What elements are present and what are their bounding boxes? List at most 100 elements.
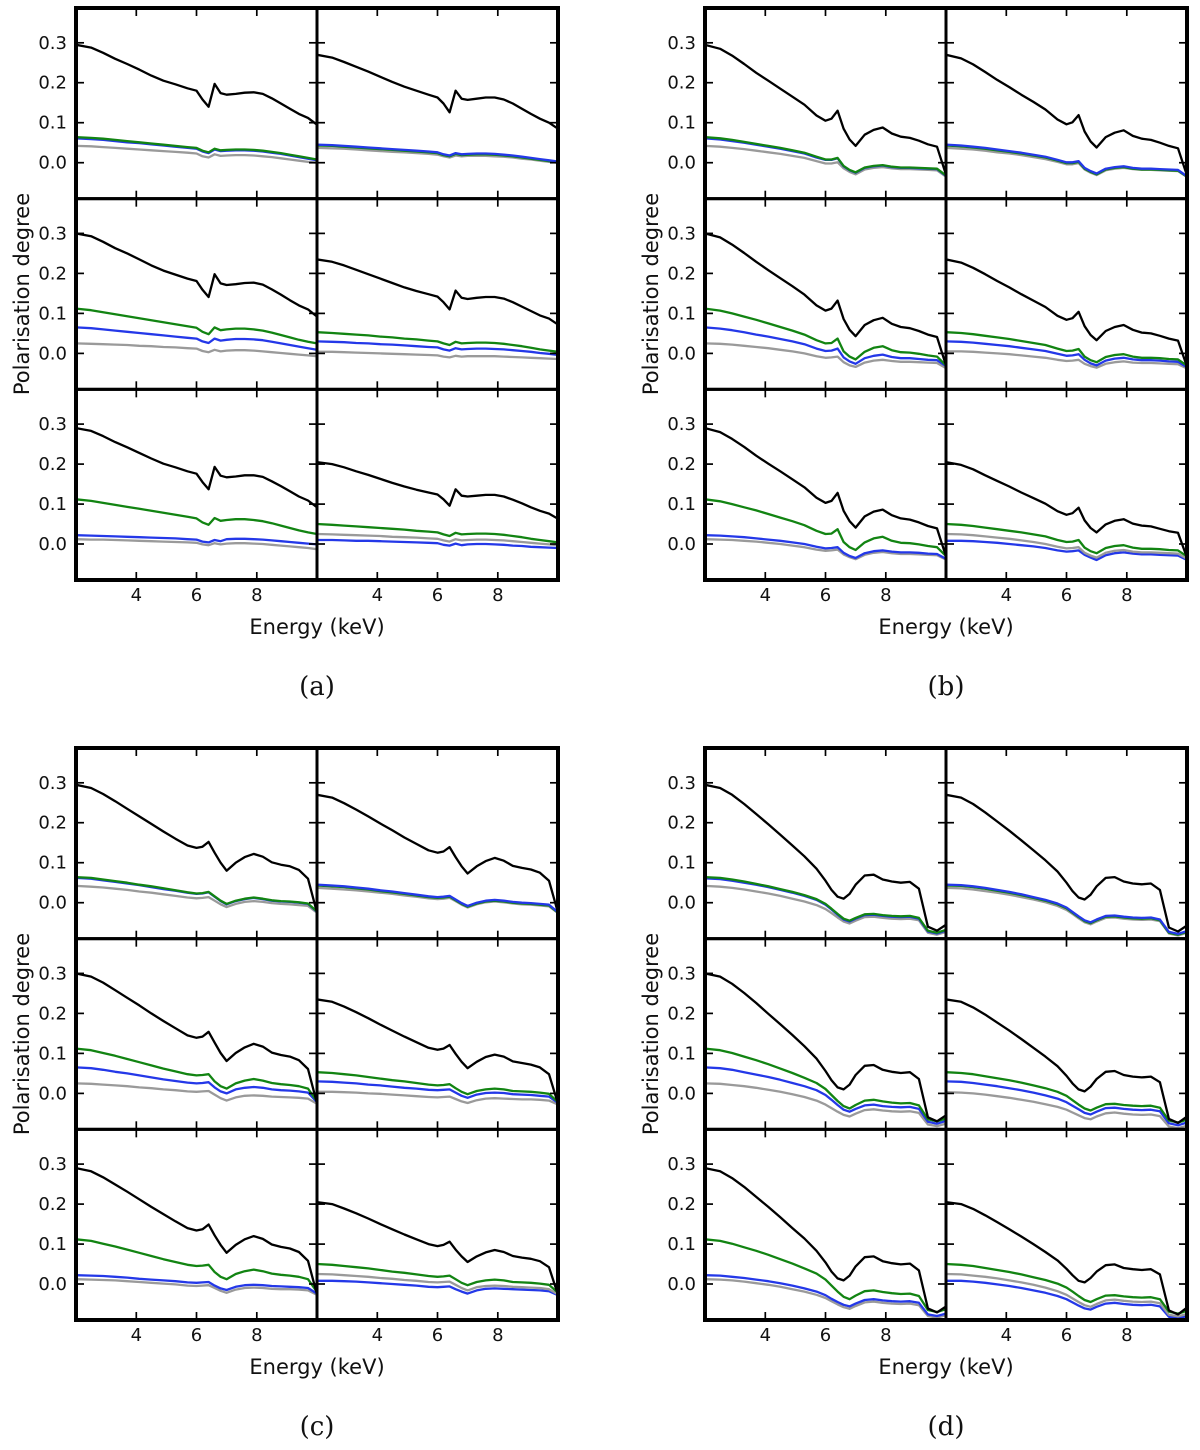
subplot (317, 793, 558, 915)
series-black (76, 972, 317, 1105)
series-blue (946, 340, 1187, 369)
series-blue (705, 326, 946, 368)
series-green (76, 1238, 317, 1294)
y-tick-label: 0.3 (38, 963, 67, 984)
series-gray (946, 532, 1187, 560)
series-gray (76, 1082, 317, 1105)
x-tick-label: 8 (492, 1325, 503, 1346)
series-green (705, 875, 946, 934)
series-blue (317, 883, 558, 914)
x-tick-label: 6 (191, 1325, 202, 1346)
series-green (317, 1262, 558, 1294)
series-black (317, 793, 558, 914)
panel-caption: (c) (300, 1412, 335, 1442)
y-tick-label: 0.3 (667, 223, 696, 244)
subplot (76, 43, 317, 164)
series-green (76, 1047, 317, 1103)
x-axis-label: Energy (keV) (249, 1355, 384, 1379)
y-tick-label: 0.0 (667, 893, 696, 914)
y-tick-label: 0.2 (667, 73, 696, 94)
y-tick-label: 0.0 (38, 893, 67, 914)
series-gray (76, 1278, 317, 1296)
x-tick-label: 6 (191, 585, 202, 606)
series-black (946, 460, 1187, 559)
subplot-frame (74, 387, 319, 582)
subplot-frame (944, 1127, 1189, 1322)
subplot (317, 258, 558, 361)
subplot-frame (74, 1127, 319, 1322)
y-tick-label: 0.1 (667, 853, 696, 874)
y-tick-label: 0.2 (667, 263, 696, 284)
series-black (705, 43, 946, 176)
series-blue (705, 877, 946, 935)
x-tick-label: 8 (251, 1325, 262, 1346)
series-gray (317, 886, 558, 915)
series-blue (946, 883, 1187, 936)
y-tick-label: 0.1 (667, 1234, 696, 1255)
series-blue (946, 539, 1187, 562)
series-black (946, 1200, 1187, 1316)
y-tick-label: 0.1 (667, 303, 696, 324)
x-tick-label: 8 (1121, 585, 1132, 606)
x-tick-label: 8 (1121, 1325, 1132, 1346)
subplot (705, 43, 946, 178)
series-gray (705, 1278, 946, 1319)
series-black (705, 426, 946, 558)
series-gray (946, 1272, 1187, 1318)
series-gray (946, 886, 1187, 937)
y-tick-label: 0.0 (38, 1274, 67, 1295)
subplot (317, 53, 558, 164)
subplot (76, 1166, 317, 1296)
series-gray (76, 144, 317, 164)
y-tick-label: 0.0 (667, 153, 696, 174)
series-black (76, 783, 317, 914)
series-green (76, 875, 317, 913)
y-tick-label: 0.0 (667, 1274, 696, 1295)
y-tick-label: 0.1 (667, 113, 696, 134)
series-gray (705, 1082, 946, 1128)
x-tick-label: 6 (1061, 585, 1072, 606)
series-green (317, 522, 558, 544)
series-blue (705, 534, 946, 560)
y-tick-label: 0.0 (667, 343, 696, 364)
series-gray (76, 342, 317, 358)
y-tick-label: 0.2 (667, 454, 696, 475)
subplot-frame (703, 1127, 948, 1322)
series-black (705, 783, 946, 932)
series-black (946, 998, 1187, 1125)
series-green (317, 1071, 558, 1104)
subplot (76, 972, 317, 1105)
series-green (705, 135, 946, 177)
series-blue (317, 538, 558, 550)
panel-svg: 0.0 0.1 0.2 0.3 0.0 0.1 0.2 0.3 0.0 0.1 0.2 0.3 4 6 8 4… (10, 6, 560, 702)
y-tick-label: 0.0 (667, 534, 696, 555)
series-black (946, 53, 1187, 177)
series-blue (705, 1274, 946, 1318)
subplot-frame (315, 937, 560, 1131)
subplot (705, 783, 946, 936)
subplot (946, 998, 1187, 1130)
subplot (946, 53, 1187, 179)
y-tick-label: 0.1 (38, 113, 67, 134)
x-tick-label: 6 (820, 1325, 831, 1346)
y-tick-label: 0.0 (38, 534, 67, 555)
subplot (705, 232, 946, 370)
series-blue (705, 1066, 946, 1125)
subplot (946, 460, 1187, 562)
x-tick-label: 8 (880, 585, 891, 606)
series-gray (317, 146, 558, 164)
series-blue (76, 876, 317, 914)
y-axis-label: Polarisation degree (10, 193, 34, 395)
series-blue (705, 137, 946, 178)
y-tick-label: 0.3 (38, 414, 67, 435)
panel-c: 0.0 0.1 0.2 0.3 0.0 0.1 0.2 0.3 0.0 0.1 0.2 0.3 4 6 8 4… (0, 723, 600, 1446)
series-green (946, 1262, 1187, 1315)
y-tick-label: 0.1 (667, 494, 696, 515)
panel-b: 0.0 0.1 0.2 0.3 0.0 0.1 0.2 0.3 0.0 0.1 0.2 0.3 4 6 8 4… (600, 0, 1200, 723)
series-black (76, 43, 317, 126)
series-green (946, 522, 1187, 558)
y-tick-label: 0.2 (38, 813, 67, 834)
series-green (705, 307, 946, 367)
y-tick-label: 0.3 (667, 414, 696, 435)
